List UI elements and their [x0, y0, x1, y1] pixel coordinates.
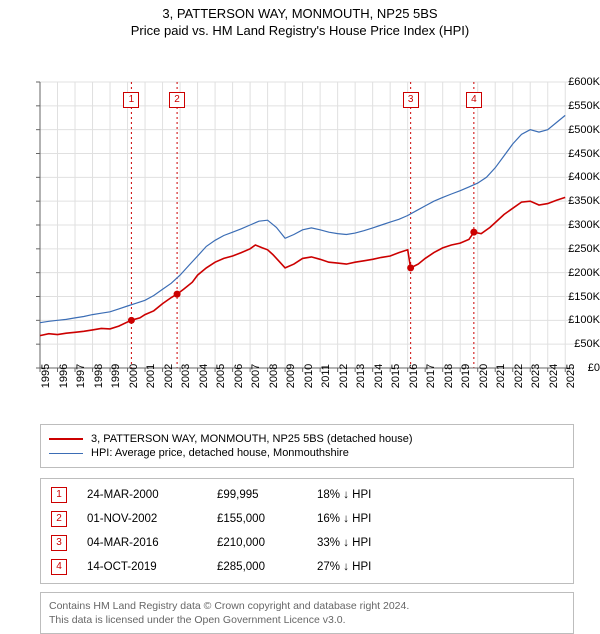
x-tick-label: 2013: [355, 364, 367, 388]
y-tick-label: £400K: [566, 171, 600, 183]
x-tick-label: 2015: [390, 364, 402, 388]
sale-badge: 2: [51, 511, 67, 527]
sale-delta: 33% ↓ HPI: [317, 537, 567, 549]
x-tick-label: 2012: [338, 364, 350, 388]
y-tick-label: £200K: [566, 267, 600, 279]
x-tick-label: 2022: [513, 364, 525, 388]
title-address: 3, PATTERSON WAY, MONMOUTH, NP25 5BS: [0, 6, 600, 21]
x-tick-label: 2024: [548, 364, 560, 388]
sale-date: 24-MAR-2000: [87, 489, 217, 501]
y-tick-label: £250K: [566, 243, 600, 255]
x-tick-label: 2000: [128, 364, 140, 388]
event-badge: 2: [169, 92, 185, 108]
sale-delta: 16% ↓ HPI: [317, 513, 567, 525]
event-badge: 3: [403, 92, 419, 108]
x-tick-label: 2021: [495, 364, 507, 388]
x-tick-label: 2008: [268, 364, 280, 388]
x-tick-label: 2005: [215, 364, 227, 388]
sale-row: 4 14-OCT-2019£285,00027% ↓ HPI: [41, 555, 573, 579]
sale-price: £210,000: [217, 537, 317, 549]
legend-swatch: [49, 453, 83, 454]
x-tick-label: 1997: [75, 364, 87, 388]
y-tick-label: £150K: [566, 291, 600, 303]
sale-date: 01-NOV-2002: [87, 513, 217, 525]
x-tick-label: 2001: [145, 364, 157, 388]
legend-item: 3, PATTERSON WAY, MONMOUTH, NP25 5BS (de…: [49, 433, 565, 445]
x-tick-label: 2003: [180, 364, 192, 388]
y-tick-label: £300K: [566, 219, 600, 231]
legend-item: HPI: Average price, detached house, Monm…: [49, 447, 565, 459]
x-tick-label: 2025: [565, 364, 577, 388]
y-tick-label: £50K: [566, 338, 600, 350]
y-tick-label: £500K: [566, 124, 600, 136]
footer-box: Contains HM Land Registry data © Crown c…: [40, 592, 574, 634]
sale-date: 14-OCT-2019: [87, 561, 217, 573]
x-tick-label: 1995: [40, 364, 52, 388]
x-tick-label: 2007: [250, 364, 262, 388]
legend-box: 3, PATTERSON WAY, MONMOUTH, NP25 5BS (de…: [40, 424, 574, 468]
x-tick-label: 2017: [425, 364, 437, 388]
sale-badge: 4: [51, 559, 67, 575]
legend-label: 3, PATTERSON WAY, MONMOUTH, NP25 5BS (de…: [91, 433, 413, 445]
x-tick-label: 2020: [478, 364, 490, 388]
title-sub: Price paid vs. HM Land Registry's House …: [0, 23, 600, 38]
sale-price: £285,000: [217, 561, 317, 573]
x-tick-label: 1999: [110, 364, 122, 388]
y-tick-label: £100K: [566, 314, 600, 326]
sale-row: 1 24-MAR-2000£99,99518% ↓ HPI: [41, 483, 573, 507]
y-tick-label: £550K: [566, 100, 600, 112]
sale-badge: 1: [51, 487, 67, 503]
x-tick-label: 2016: [408, 364, 420, 388]
sale-badge: 3: [51, 535, 67, 551]
x-tick-label: 2011: [320, 364, 332, 388]
footer-line2: This data is licensed under the Open Gov…: [49, 613, 565, 627]
chart-svg: [0, 38, 600, 418]
sale-price: £99,995: [217, 489, 317, 501]
footer-line1: Contains HM Land Registry data © Crown c…: [49, 599, 565, 613]
sale-row: 3 04-MAR-2016£210,00033% ↓ HPI: [41, 531, 573, 555]
sale-row: 2 01-NOV-2002£155,00016% ↓ HPI: [41, 507, 573, 531]
x-tick-label: 2010: [303, 364, 315, 388]
sales-box: 1 24-MAR-2000£99,99518% ↓ HPI 2 01-NOV-2002…: [40, 478, 574, 584]
x-tick-label: 1998: [93, 364, 105, 388]
x-tick-label: 2009: [285, 364, 297, 388]
x-tick-label: 2002: [163, 364, 175, 388]
x-tick-label: 2004: [198, 364, 210, 388]
chart-area: £0£50K£100K£150K£200K£250K£300K£350K£400…: [0, 38, 600, 418]
x-tick-label: 2014: [373, 364, 385, 388]
sale-delta: 27% ↓ HPI: [317, 561, 567, 573]
sale-price: £155,000: [217, 513, 317, 525]
sale-delta: 18% ↓ HPI: [317, 489, 567, 501]
x-tick-label: 2006: [233, 364, 245, 388]
x-tick-label: 2023: [530, 364, 542, 388]
chart-titles: 3, PATTERSON WAY, MONMOUTH, NP25 5BS Pri…: [0, 0, 600, 38]
y-tick-label: £600K: [566, 76, 600, 88]
y-tick-label: £350K: [566, 195, 600, 207]
x-tick-label: 2019: [460, 364, 472, 388]
event-badge: 1: [123, 92, 139, 108]
x-tick-label: 1996: [58, 364, 70, 388]
y-tick-label: £450K: [566, 148, 600, 160]
legend-label: HPI: Average price, detached house, Monm…: [91, 447, 349, 459]
x-tick-label: 2018: [443, 364, 455, 388]
legend-swatch: [49, 438, 83, 440]
event-badge: 4: [466, 92, 482, 108]
sale-date: 04-MAR-2016: [87, 537, 217, 549]
